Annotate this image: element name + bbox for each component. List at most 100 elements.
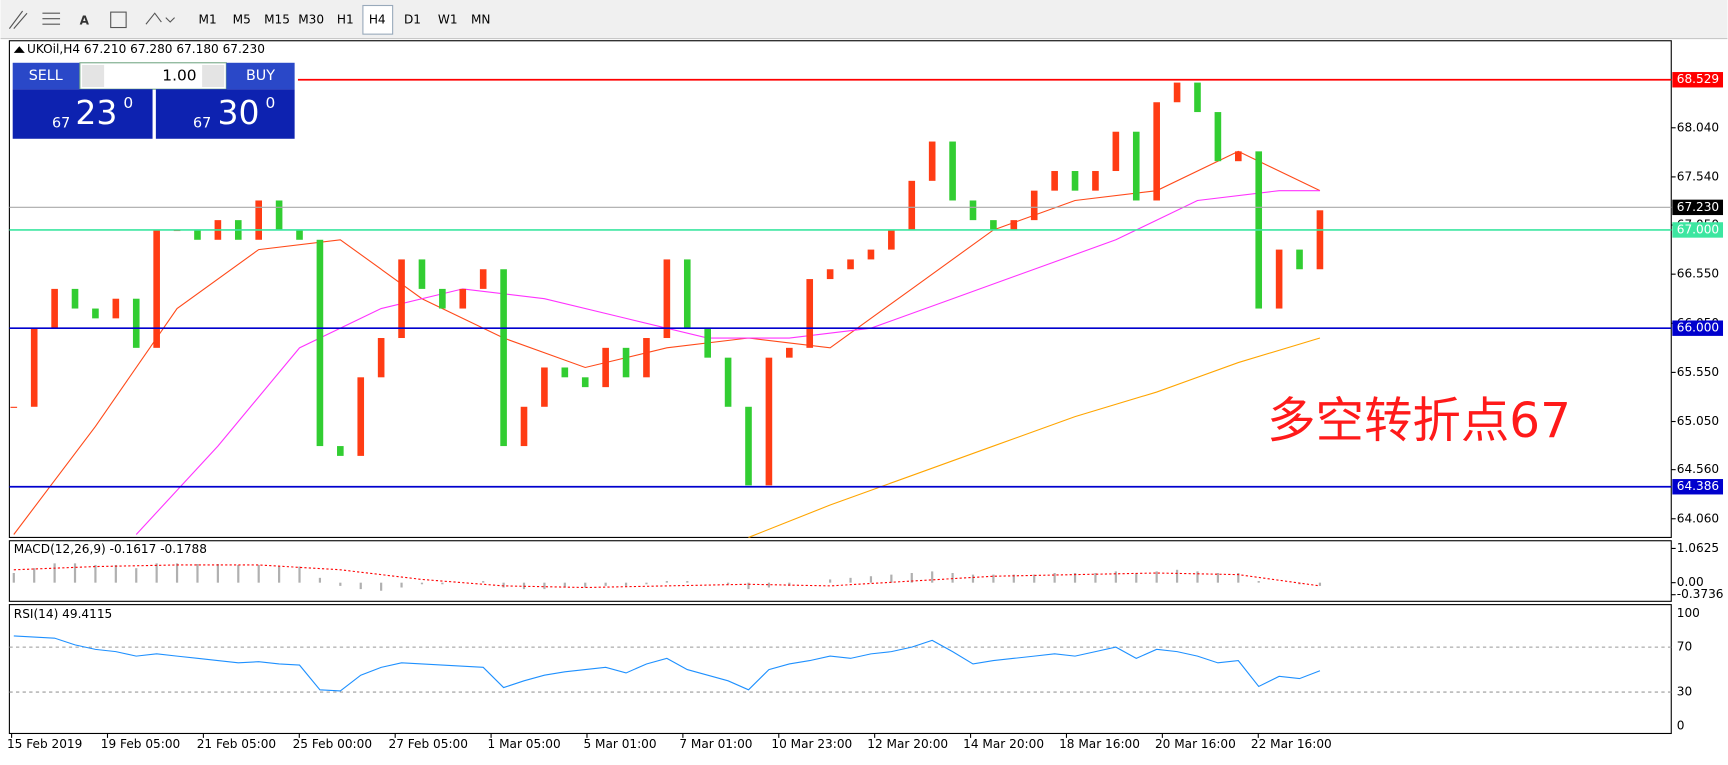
x-tick-label: 27 Feb 05:00 bbox=[388, 737, 467, 751]
candle bbox=[1051, 171, 1058, 191]
candle bbox=[622, 347, 630, 378]
rsi-tick-label: 70 bbox=[1677, 640, 1692, 654]
price-level-label: 68.529 bbox=[1677, 72, 1719, 86]
icon-label[interactable] bbox=[110, 11, 127, 29]
candle bbox=[724, 357, 732, 407]
ask-sup: 0 bbox=[265, 94, 275, 112]
candle bbox=[847, 259, 854, 270]
candle bbox=[602, 347, 609, 388]
timeframe-button[interactable]: M30 bbox=[298, 12, 324, 26]
lot-increase[interactable] bbox=[202, 64, 225, 88]
candle bbox=[541, 367, 548, 407]
lot-decrease[interactable] bbox=[82, 64, 105, 88]
candle bbox=[153, 229, 160, 348]
candle bbox=[928, 141, 936, 181]
candle bbox=[1296, 249, 1303, 270]
sell-label[interactable]: SELL bbox=[29, 68, 63, 84]
y-tick-label: 64.060 bbox=[1677, 511, 1719, 525]
candle bbox=[357, 377, 365, 456]
price-level-tag bbox=[1672, 479, 1724, 495]
icon-lines[interactable] bbox=[42, 12, 61, 25]
y-tick-label: 66.550 bbox=[1677, 267, 1719, 281]
buy-button[interactable] bbox=[226, 62, 295, 90]
candle bbox=[398, 259, 405, 339]
x-tick-label: 12 Mar 20:00 bbox=[867, 737, 948, 751]
x-tick-label: 7 Mar 01:00 bbox=[679, 737, 752, 751]
x-tick-label: 14 Mar 20:00 bbox=[963, 737, 1044, 751]
bid-big: 67 bbox=[52, 115, 70, 131]
timeframe-button[interactable]: H1 bbox=[337, 12, 354, 26]
timeframe-button[interactable]: M15 bbox=[264, 12, 290, 26]
candle bbox=[30, 328, 38, 407]
x-tick-label: 21 Feb 05:00 bbox=[197, 737, 276, 751]
candle bbox=[1275, 249, 1283, 309]
price-level-tag bbox=[1672, 320, 1724, 336]
timeframe-button[interactable]: W1 bbox=[438, 12, 458, 26]
candle bbox=[826, 269, 834, 280]
tool-icons: A bbox=[8, 10, 175, 29]
trade-panel: SELL 1.00 BUY 67 23 0 67 30 0 bbox=[12, 62, 295, 139]
x-tick-label: 18 Mar 16:00 bbox=[1059, 737, 1140, 751]
candle bbox=[132, 298, 140, 348]
candle bbox=[949, 141, 956, 201]
timeframe-button[interactable]: MN bbox=[471, 12, 491, 26]
candle bbox=[1316, 210, 1324, 270]
macd-signal bbox=[13, 564, 1321, 589]
timeframe-button[interactable]: M5 bbox=[233, 12, 251, 26]
candle bbox=[1132, 131, 1140, 201]
candle bbox=[1112, 131, 1120, 172]
buy-label[interactable]: BUY bbox=[246, 68, 275, 84]
x-tick-label: 15 Feb 2019 bbox=[7, 737, 82, 751]
rsi-tick-label: 30 bbox=[1677, 685, 1692, 699]
bid-box[interactable] bbox=[12, 89, 153, 139]
candle bbox=[765, 357, 773, 486]
candle bbox=[1214, 112, 1222, 162]
macd-frame bbox=[8, 540, 1672, 602]
icon-text[interactable]: A bbox=[80, 13, 90, 27]
candle bbox=[92, 308, 99, 319]
active-timeframe-box bbox=[362, 4, 394, 35]
x-tick-label: 22 Mar 16:00 bbox=[1251, 737, 1332, 751]
timeframe-button[interactable]: M1 bbox=[199, 12, 217, 26]
ask-big: 67 bbox=[193, 115, 211, 131]
candle bbox=[479, 269, 487, 289]
bid-digits: 23 bbox=[75, 93, 117, 132]
price-level-tag bbox=[1672, 222, 1724, 238]
ask-box[interactable] bbox=[155, 89, 295, 139]
rsi-tick-label: 0 bbox=[1677, 718, 1685, 732]
candle bbox=[786, 347, 793, 358]
price-level-label: 67.000 bbox=[1677, 222, 1719, 236]
candle bbox=[908, 180, 916, 230]
lot-value[interactable]: 1.00 bbox=[162, 66, 196, 84]
candle bbox=[1153, 102, 1160, 201]
candle bbox=[643, 338, 650, 378]
price-level-tag bbox=[1672, 72, 1724, 88]
icon-arrows[interactable] bbox=[145, 12, 175, 25]
candle bbox=[377, 338, 385, 378]
candle bbox=[1235, 151, 1242, 162]
bid-sup: 0 bbox=[123, 94, 133, 112]
candle bbox=[1194, 82, 1201, 113]
x-tick-label: 20 Mar 16:00 bbox=[1155, 737, 1236, 751]
candle bbox=[1010, 220, 1018, 230]
candle bbox=[683, 259, 691, 329]
candle bbox=[194, 229, 201, 240]
macd-tick-label: 1.0625 bbox=[1677, 541, 1719, 555]
lot-input[interactable] bbox=[79, 62, 227, 90]
macd-label: MACD(12,26,9) -0.1617 -0.1788 bbox=[14, 542, 207, 556]
candle bbox=[10, 406, 18, 408]
y-tick-label: 65.050 bbox=[1677, 414, 1719, 428]
candle bbox=[1030, 190, 1038, 221]
candle bbox=[888, 229, 895, 250]
candle bbox=[663, 259, 671, 339]
candle bbox=[520, 406, 528, 447]
timeframe-button[interactable]: D1 bbox=[404, 12, 421, 26]
candle bbox=[296, 229, 303, 240]
y-tick-label: 65.550 bbox=[1677, 365, 1719, 379]
candle bbox=[806, 279, 814, 348]
sell-button[interactable] bbox=[12, 62, 80, 90]
x-tick-label: 10 Mar 23:00 bbox=[771, 737, 852, 751]
timeframe-button[interactable]: H4 bbox=[369, 12, 386, 26]
rsi-tick-label: 100 bbox=[1677, 606, 1700, 620]
icon-fibo[interactable] bbox=[8, 10, 28, 29]
